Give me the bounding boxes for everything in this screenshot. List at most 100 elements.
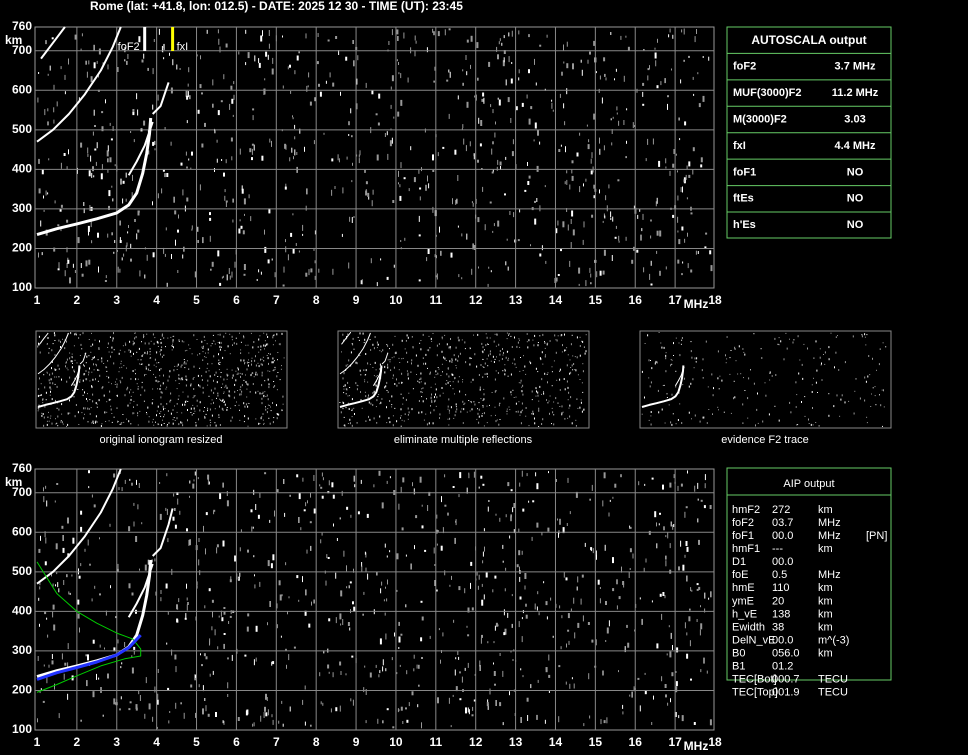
noise-dot xyxy=(505,356,507,359)
noise-dot xyxy=(384,543,386,548)
noise-dot xyxy=(283,266,285,273)
noise-dot xyxy=(189,348,191,350)
noise-dot xyxy=(39,395,41,397)
noise-dot xyxy=(360,479,362,484)
noise-dot xyxy=(269,353,271,355)
noise-dot xyxy=(77,237,80,244)
aip-cell: foE xyxy=(732,569,749,581)
noise-dot xyxy=(146,353,148,355)
noise-dot xyxy=(824,351,826,354)
noise-dot xyxy=(101,111,104,114)
noise-dot xyxy=(40,383,42,385)
noise-dot xyxy=(580,598,582,605)
trace xyxy=(127,563,154,618)
noise-dot xyxy=(58,376,60,378)
noise-dot xyxy=(119,708,121,711)
noise-dot xyxy=(516,564,519,568)
noise-dot xyxy=(426,349,428,351)
noise-dot xyxy=(472,706,474,711)
noise-dot xyxy=(70,360,72,363)
noise-dot xyxy=(194,271,197,278)
noise-dot xyxy=(184,617,187,620)
noise-dot xyxy=(217,394,219,397)
noise-dot xyxy=(213,401,214,404)
noise-dot xyxy=(43,195,44,199)
trace xyxy=(381,352,389,365)
noise-dot xyxy=(380,401,382,404)
noise-dot xyxy=(79,627,80,633)
noise-dot xyxy=(48,347,50,349)
noise-dot xyxy=(628,572,630,578)
noise-dot xyxy=(276,417,278,420)
noise-dot xyxy=(251,148,253,155)
noise-dot xyxy=(156,699,159,705)
noise-dot xyxy=(316,61,319,65)
noise-dot xyxy=(171,649,173,656)
noise-dot xyxy=(569,415,571,418)
noise-dot xyxy=(281,365,282,367)
noise-dot xyxy=(330,708,332,713)
noise-dot xyxy=(502,670,504,677)
noise-dot xyxy=(582,409,584,411)
noise-dot xyxy=(684,554,686,558)
noise-dot xyxy=(864,399,866,402)
noise-dot xyxy=(233,342,235,345)
noise-dot xyxy=(441,338,443,340)
noise-dot xyxy=(305,502,307,507)
noise-dot xyxy=(104,647,105,650)
noise-dot xyxy=(700,499,703,502)
x-unit: MHz xyxy=(684,739,709,753)
noise-dot xyxy=(364,379,366,381)
noise-dot xyxy=(380,258,382,261)
noise-dot xyxy=(49,417,51,419)
noise-dot xyxy=(133,406,134,408)
noise-dot xyxy=(143,400,145,402)
noise-dot xyxy=(228,394,230,397)
trace xyxy=(70,366,81,387)
noise-dot xyxy=(124,351,126,353)
noise-dot xyxy=(548,400,550,402)
noise-dot xyxy=(427,367,428,369)
noise-dot xyxy=(534,417,535,420)
noise-dot xyxy=(243,198,246,205)
noise-dot xyxy=(250,216,252,222)
noise-dot xyxy=(293,156,294,160)
noise-dot xyxy=(88,339,90,340)
y-tick-label: 500 xyxy=(12,122,32,136)
noise-dot xyxy=(211,343,213,345)
noise-dot xyxy=(448,69,450,73)
noise-dot xyxy=(494,333,496,335)
noise-dot xyxy=(264,344,266,347)
noise-dot xyxy=(177,398,179,400)
noise-dot xyxy=(651,367,653,370)
noise-dot xyxy=(108,376,110,378)
noise-dot xyxy=(438,343,440,345)
noise-dot xyxy=(339,402,341,403)
noise-dot xyxy=(420,381,422,383)
noise-dot xyxy=(558,665,561,668)
noise-dot xyxy=(269,519,271,523)
noise-dot xyxy=(528,118,531,125)
noise-dot xyxy=(53,84,55,90)
noise-dot xyxy=(396,59,398,62)
noise-dot xyxy=(134,332,136,334)
noise-dot xyxy=(102,386,104,388)
noise-dot xyxy=(107,673,109,679)
noise-dot xyxy=(502,60,505,67)
trace xyxy=(151,82,170,115)
noise-dot xyxy=(107,342,109,345)
noise-dot xyxy=(694,485,696,492)
noise-dot xyxy=(688,174,691,178)
noise-dot xyxy=(867,375,869,378)
noise-dot xyxy=(552,411,554,414)
noise-dot xyxy=(624,646,626,653)
noise-dot xyxy=(250,332,252,334)
thumbnail-frame xyxy=(639,330,892,429)
noise-dot xyxy=(568,640,570,645)
trace xyxy=(372,366,383,387)
noise-dot xyxy=(61,421,63,424)
noise-dot xyxy=(476,42,479,49)
noise-dot xyxy=(222,409,224,411)
noise-dot xyxy=(64,662,67,666)
aip-cell: Ewidth xyxy=(732,621,765,633)
